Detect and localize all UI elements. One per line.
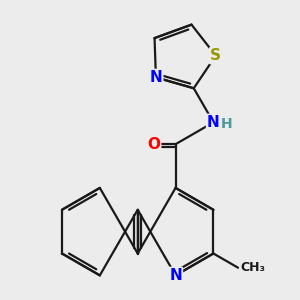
Text: H: H — [220, 117, 232, 131]
Text: N: N — [207, 115, 220, 130]
Text: S: S — [210, 48, 221, 63]
Text: O: O — [147, 137, 160, 152]
Text: N: N — [149, 70, 162, 85]
Text: CH₃: CH₃ — [240, 261, 265, 274]
Text: N: N — [169, 268, 182, 283]
